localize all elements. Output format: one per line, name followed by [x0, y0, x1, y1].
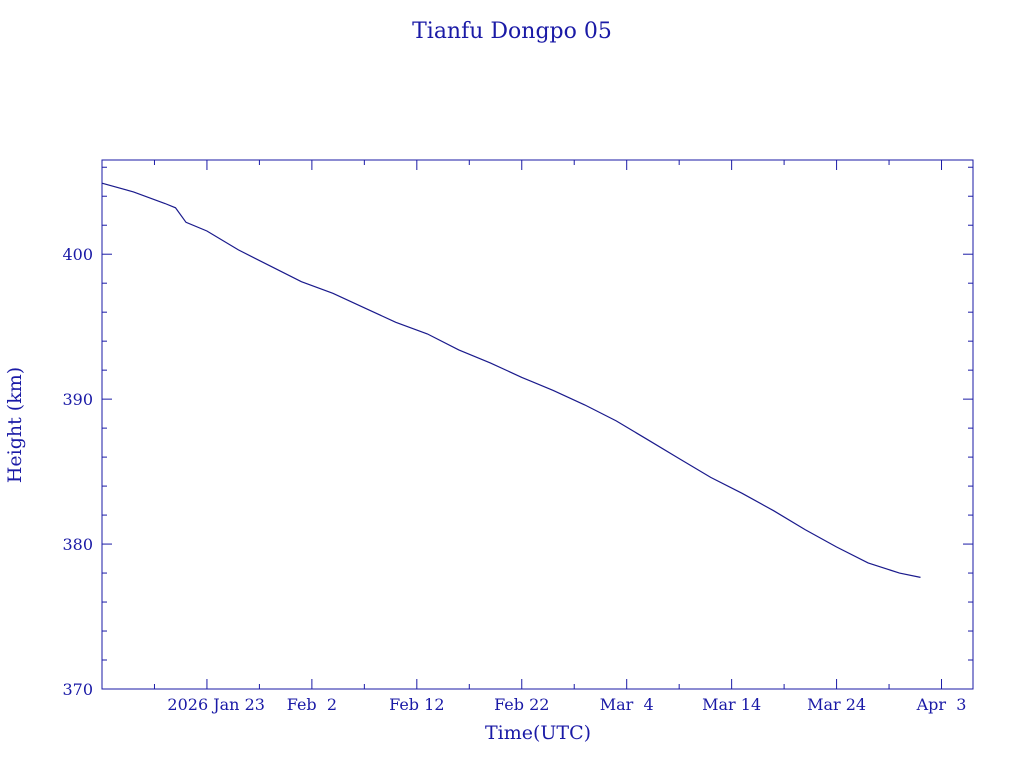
x-tick-label: Feb 22 [494, 695, 549, 714]
x-tick-label: Mar 4 [600, 695, 654, 714]
y-tick-label: 400 [62, 245, 93, 264]
x-tick-label: Apr 3 [916, 695, 967, 714]
x-tick-label: Feb 12 [389, 695, 444, 714]
x-tick-label: Mar 24 [807, 695, 866, 714]
x-tick-label: 2026 Jan 23 [167, 695, 265, 714]
y-tick-label: 390 [62, 390, 93, 409]
y-tick-label: 380 [62, 535, 93, 554]
height-series-line [101, 182, 921, 578]
y-axis-label: Height (km) [4, 367, 26, 483]
y-axis: 370 380 390 400 [62, 166, 973, 699]
x-tick-label: Mar 14 [702, 695, 761, 714]
chart-title: Tianfu Dongpo 05 [412, 19, 612, 44]
y-tick-label: 370 [62, 680, 93, 699]
x-axis: 2026 Jan 23 Feb 2 Feb 12 Feb 22 Mar 4 Mar 14 M… [101, 160, 967, 714]
x-axis-label: Time(UTC) [485, 722, 591, 744]
x-tick-label: Feb 2 [287, 695, 337, 714]
plot-frame [101, 159, 974, 690]
